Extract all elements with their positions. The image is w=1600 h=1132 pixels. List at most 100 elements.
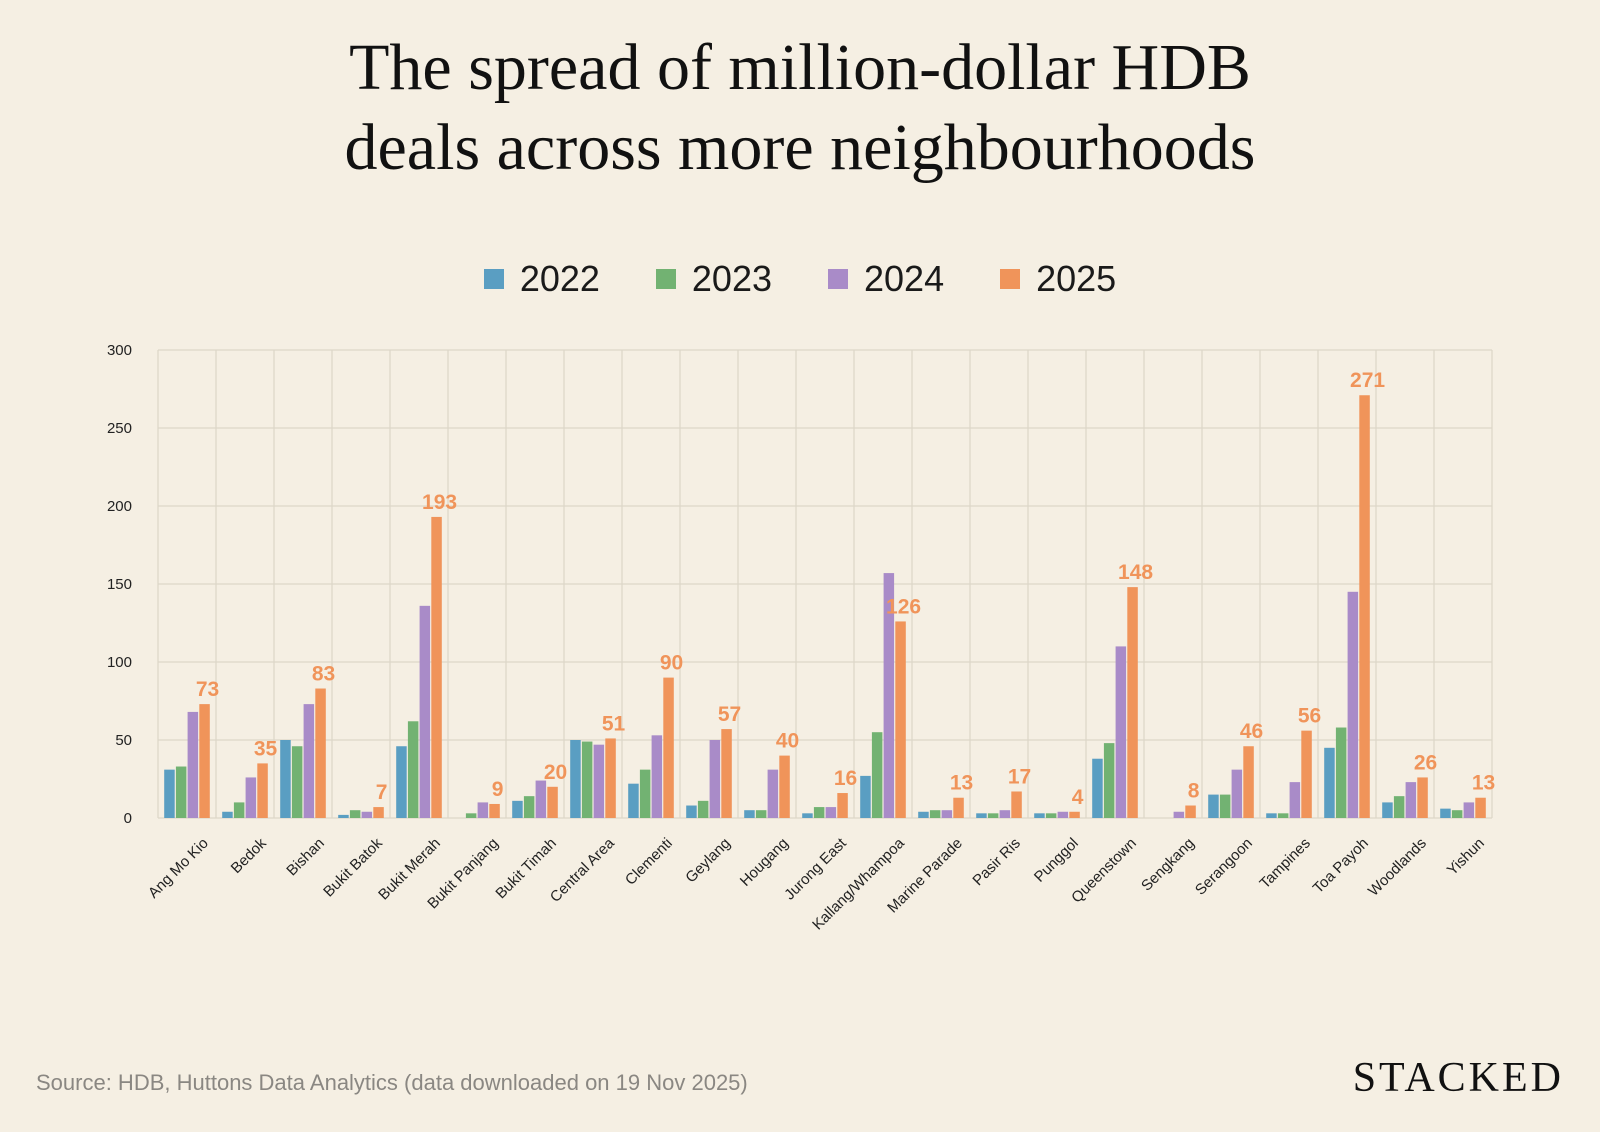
bar-2023 (407, 721, 419, 818)
bar-2024 (1289, 782, 1301, 818)
bar-2024 (941, 810, 953, 818)
bar-2024 (709, 740, 721, 818)
legend-item-2022: 2022 (483, 258, 600, 300)
x-tick-label: Tampines (1256, 835, 1313, 892)
data-label: 8 (1188, 780, 1200, 803)
bar-2023 (813, 807, 825, 818)
bar-2025 (1243, 746, 1254, 818)
y-tick-label: 150 (107, 576, 132, 593)
bar-2022 (976, 813, 987, 818)
bar-2022 (1440, 808, 1451, 818)
bar-2022 (280, 740, 291, 818)
legend-label-2024: 2024 (864, 258, 945, 299)
bar-2024 (825, 807, 837, 818)
bar-2025 (1417, 777, 1428, 818)
chart-title: The spread of million-dollar HDB deals a… (0, 28, 1600, 188)
title-line-2: deals across more neighbourhoods (344, 111, 1256, 184)
data-label: 193 (422, 491, 457, 514)
bar-2025 (721, 729, 732, 818)
x-tick-label: Toa Payoh (1310, 835, 1372, 897)
bar-2025 (257, 763, 268, 818)
bar-2025 (1301, 730, 1312, 818)
x-tick-label: Clementi (622, 835, 676, 889)
data-label: 148 (1118, 561, 1153, 584)
chart-legend: 2022 2023 2024 2025 (0, 258, 1600, 300)
data-label: 4 (1072, 786, 1084, 809)
bar-2022 (860, 775, 871, 818)
bar-2023 (523, 796, 535, 818)
bar-2024 (303, 704, 315, 818)
bar-2022 (1266, 813, 1277, 818)
bar-2023 (349, 810, 361, 818)
bar-2023 (871, 732, 883, 818)
bar-2023 (1393, 796, 1405, 818)
bar-2023 (1335, 727, 1347, 818)
data-label: 40 (776, 730, 799, 753)
bar-2025 (1069, 811, 1080, 818)
bar-2023 (175, 766, 187, 818)
bar-2022 (1382, 802, 1393, 818)
data-label: 13 (1472, 772, 1495, 795)
data-label: 90 (660, 652, 683, 675)
bar-2023 (1219, 794, 1231, 818)
bar-2025 (1127, 587, 1138, 818)
data-label: 20 (544, 761, 567, 784)
y-tick-label: 0 (124, 810, 132, 827)
legend-swatch-2025 (1000, 269, 1021, 289)
bar-2023 (1451, 810, 1463, 818)
bar-2025 (315, 688, 326, 818)
bar-2023 (465, 813, 477, 818)
bar-2022 (918, 811, 929, 818)
bar-2023 (1103, 743, 1115, 818)
data-label: 56 (1298, 705, 1321, 728)
x-tick-label: Bishan (283, 835, 327, 879)
x-tick-label: Woodlands (1365, 835, 1430, 900)
bar-2022 (512, 800, 523, 818)
bar-2022 (222, 811, 233, 818)
y-tick-label: 100 (107, 654, 132, 671)
legend-item-2024: 2024 (828, 258, 944, 300)
bar-2022 (164, 769, 175, 818)
bar-2024 (1405, 782, 1417, 818)
legend-item-2025: 2025 (1000, 258, 1116, 300)
bar-2022 (628, 783, 639, 818)
brand-logo: STACKED (1352, 1055, 1564, 1101)
bar-2024 (883, 573, 895, 818)
data-label: 35 (254, 737, 278, 760)
bar-2023 (987, 813, 999, 818)
bar-2022 (744, 810, 755, 818)
legend-label-2023: 2023 (691, 258, 772, 299)
data-label: 17 (1008, 765, 1031, 788)
bar-2025 (605, 738, 616, 818)
y-tick-label: 200 (107, 498, 132, 515)
bar-2025 (663, 677, 674, 818)
title-line-1: The spread of million-dollar HDB (349, 31, 1251, 104)
bar-2024 (535, 780, 547, 818)
bar-2025 (373, 807, 384, 818)
bar-2023 (1045, 813, 1057, 818)
bar-2024 (245, 777, 257, 818)
bar-2022 (1092, 758, 1103, 818)
legend-label-2025: 2025 (1036, 258, 1117, 299)
bar-2022 (1034, 813, 1045, 818)
bar-2023 (697, 800, 709, 818)
bar-2022 (686, 805, 697, 818)
bar-2024 (767, 769, 779, 818)
data-label: 26 (1414, 751, 1437, 774)
bar-2025 (489, 803, 500, 818)
bar-2024 (187, 711, 199, 818)
bar-2022 (1324, 747, 1335, 818)
bar-2025 (837, 793, 848, 818)
bar-2025 (1011, 791, 1022, 818)
data-label: 9 (492, 778, 504, 801)
x-tick-label: Serangoon (1192, 835, 1256, 899)
bar-2025 (779, 755, 790, 818)
data-label: 16 (834, 767, 857, 790)
bar-2023 (291, 746, 303, 818)
data-label: 51 (602, 712, 626, 735)
data-label: 126 (886, 595, 921, 618)
bar-2022 (570, 740, 581, 818)
bar-2023 (929, 810, 941, 818)
x-tick-label: Geylang (682, 835, 734, 887)
bar-2022 (338, 814, 349, 818)
